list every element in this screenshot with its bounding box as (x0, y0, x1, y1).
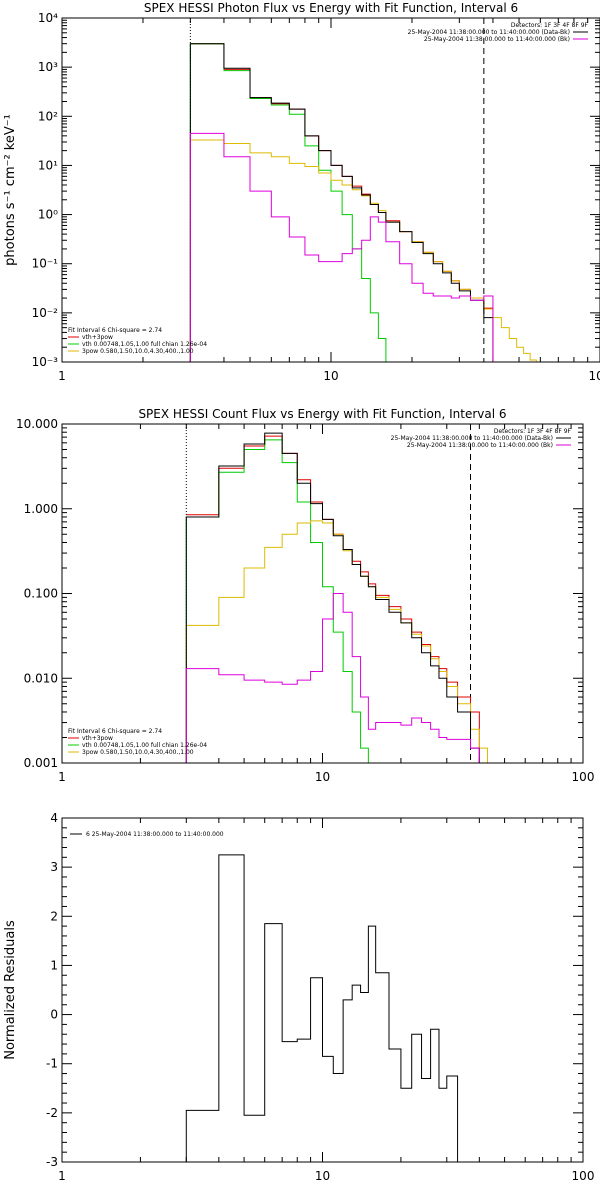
y-tick-label: 4 (50, 811, 58, 825)
x-tick-label: 1 (58, 770, 66, 784)
y-tick-label: 3 (50, 860, 58, 874)
x-ticks (61, 18, 589, 362)
x-ticks (61, 818, 572, 1162)
plot-frame (61, 17, 600, 363)
detector-line-text: 25-May-2004 11:38:00.000 to 11:40:00.000… (391, 435, 553, 442)
panel-2: SPEX HESSI Count Flux vs Energy with Fit… (16, 407, 594, 784)
y-axis-label: photons s⁻¹ cm⁻² keV⁻¹ (3, 114, 18, 266)
x-tick-label: 100 (589, 369, 600, 383)
x-tick-label: 10 (323, 369, 338, 383)
series-line-4 (189, 43, 494, 362)
y-tick-label: -3 (46, 1155, 58, 1169)
series-group (185, 854, 459, 1162)
y-tick-label: -1 (46, 1057, 58, 1071)
legend-label: 6 25-May-2004 11:38:00.000 to 11:40:00.0… (86, 831, 224, 838)
plot-frame (61, 423, 584, 764)
y-tick-label: 1.000 (24, 502, 58, 516)
x-tick-label: 10 (315, 1169, 330, 1183)
y-tick-label: -2 (46, 1106, 58, 1120)
y-axis-label: Normalized Residuals (3, 920, 18, 1060)
y-tick-label: 2 (50, 909, 58, 923)
plot-frame (61, 817, 584, 1163)
legend-label: vth+3pow (82, 735, 113, 742)
y-tick-label: 10² (38, 109, 58, 123)
legend-label: 3pow 0.580,1.50,10.0,4.30,400.,1.00 (82, 348, 194, 355)
y-tick-label: 10.000 (16, 417, 58, 431)
y-tick-label: 10⁻¹ (32, 257, 59, 271)
x-tick-label: 1 (58, 369, 66, 383)
legend-label: vth+3pow (82, 334, 113, 341)
fit-label: Fit Interval 6 Chi-square = 2.74 (68, 728, 162, 735)
legend-label: vth 0.00748,1.05,1.00 full chian 1.26e-0… (82, 341, 207, 348)
x-tick-label: 100 (572, 770, 595, 784)
series-line-5 (185, 593, 480, 763)
legend-label: 3pow 0.580,1.50,10.0,4.30,400.,1.00 (82, 749, 194, 756)
series-group (189, 43, 537, 362)
fit-label: Fit Interval 6 Chi-square = 2.74 (68, 327, 162, 334)
x-ticks (61, 424, 572, 763)
y-tick-label: 0.010 (24, 671, 58, 685)
series-line-3 (185, 520, 496, 763)
x-tick-label: 1 (58, 1169, 66, 1183)
panel-3: Normalized Residuals 1 10 100 -3 -2 -1 0 1 2 3 4 6 2… (3, 811, 594, 1183)
y-tick-label: 10⁻³ (32, 355, 59, 369)
series-line-3 (189, 139, 537, 362)
y-tick-label: 10³ (38, 60, 58, 74)
y-tick-label: 10⁴ (38, 11, 58, 25)
y-ticks (62, 427, 583, 764)
detectors-text: Detectors: 1F 3F 4F 8F 9F (511, 22, 589, 29)
detector-line-text: 25-May-2004 11:38:00.000 to 11:40:00.000… (408, 29, 570, 36)
panel-1: SPEX HESSI Photon Flux vs Energy with Fi… (3, 1, 600, 383)
detectors-text: Detectors: 1F 3F 4F 8F 9F (494, 428, 572, 435)
series-line-2 (189, 43, 387, 362)
x-tick-label: 100 (572, 1169, 595, 1183)
y-tick-label: 10¹ (38, 158, 58, 172)
y-tick-label: 0.100 (24, 587, 58, 601)
series-group (185, 432, 496, 763)
y-tick-label: 10⁰ (38, 208, 58, 222)
chart-title: SPEX HESSI Count Flux vs Energy with Fit… (138, 407, 506, 421)
detector-line-text: 25-May-2004 11:38:00.000 to 11:40:00.000… (407, 442, 553, 449)
y-tick-label: 0.001 (24, 756, 58, 770)
series-line-2 (185, 439, 369, 763)
y-tick-label: 1 (50, 958, 58, 972)
y-tick-label: 10⁻² (32, 306, 59, 320)
y-tick-label: 0 (50, 1008, 58, 1022)
detector-line-text: 25-May-2004 11:38:00.000 to 11:40:00.000… (424, 36, 570, 43)
series-line-5 (189, 132, 494, 362)
x-tick-label: 10 (315, 770, 330, 784)
series-line-1 (185, 854, 459, 1162)
legend-label: vth 0.00748,1.05,1.00 full chian 1.26e-0… (82, 742, 207, 749)
series-line-4 (185, 432, 480, 763)
chart-title: SPEX HESSI Photon Flux vs Energy with Fi… (144, 1, 518, 15)
